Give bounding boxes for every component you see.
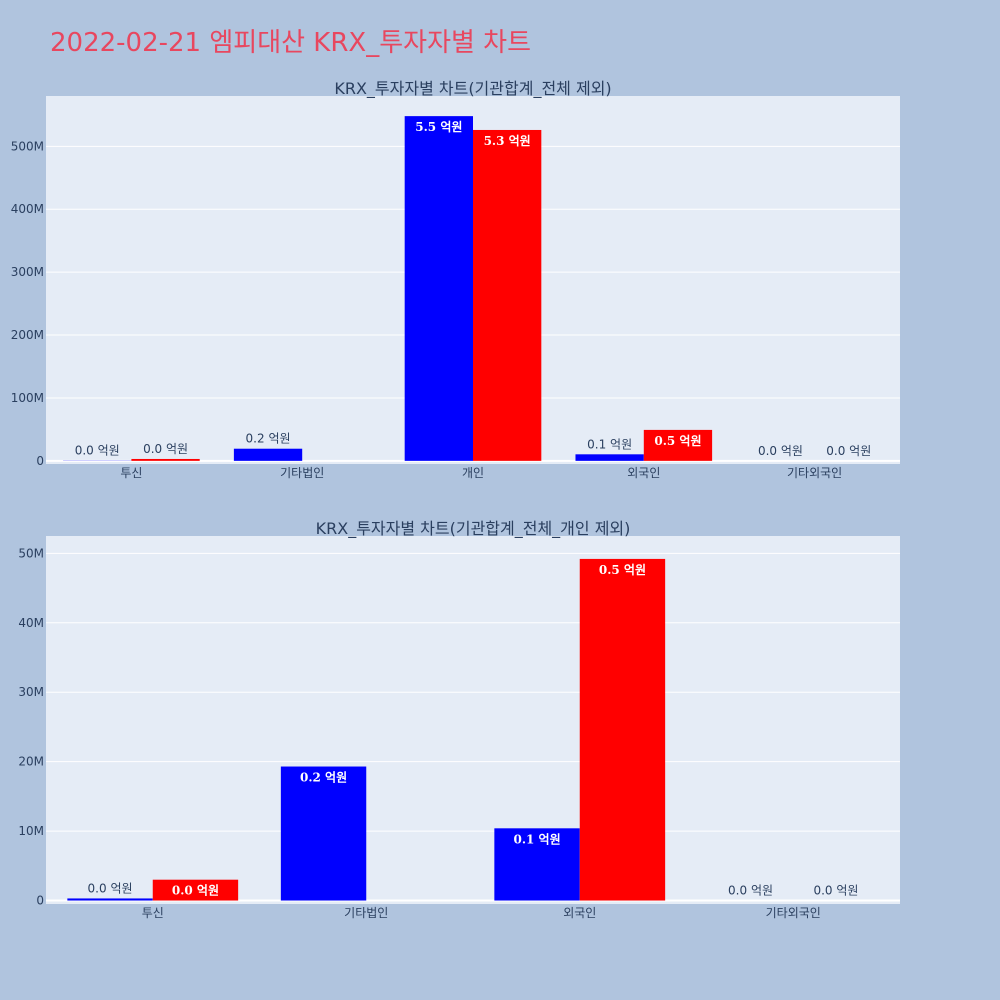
chart-1: 0 100M 200M 300M 400M 500M KRX_투자자별 차트(기관합계_전체…: [11, 79, 900, 480]
data-label: 0.0 억원: [758, 444, 803, 458]
plot-area: [46, 536, 900, 904]
x-tick-label: 투신: [120, 466, 142, 480]
x-tick-label: 개인: [462, 466, 484, 480]
data-label: 0.0 억원: [813, 884, 858, 898]
chart-2: 0 10M 20M 30M 40M 50M KRX_투자자별 차트(기관합계_전체_개인 제…: [18, 519, 900, 920]
data-label: 0.2 억원: [246, 432, 291, 446]
y-tick-label: 30M: [18, 685, 44, 699]
data-label: 0.5 억원: [599, 563, 646, 577]
bar: [575, 454, 644, 461]
bar: [233, 448, 303, 461]
y-tick-label: 40M: [18, 616, 44, 630]
data-label: 0.0 억원: [143, 442, 188, 456]
y-tick-label: 50M: [18, 546, 44, 560]
y-tick-label: 300M: [11, 265, 44, 279]
bar: [131, 458, 200, 461]
y-tick-label: 20M: [18, 755, 44, 769]
x-tick-label: 기타법인: [280, 466, 324, 480]
bar: [643, 429, 713, 461]
y-tick-label: 500M: [11, 139, 44, 153]
data-label: 0.0 억원: [172, 884, 219, 898]
data-label: 5.3 억원: [484, 134, 531, 148]
x-tick-label: 외국인: [563, 906, 596, 920]
bar: [152, 879, 239, 901]
y-tick-label: 10M: [18, 824, 44, 838]
bar: [280, 766, 367, 901]
data-label: 0.0 억원: [88, 881, 133, 895]
data-label: 0.1 억원: [513, 832, 560, 846]
data-label: 0.0 억원: [75, 444, 120, 458]
y-tick-label: 400M: [11, 202, 44, 216]
chart-title: KRX_투자자별 차트(기관합계_전체_개인 제외): [316, 519, 631, 539]
data-label: 0.0 억원: [728, 884, 773, 898]
data-label: 0.0 억원: [826, 444, 871, 458]
x-tick-label: 기타법인: [344, 906, 388, 920]
data-label: 0.5 억원: [654, 434, 701, 448]
chart-title: KRX_투자자별 차트(기관합계_전체 제외): [334, 79, 611, 99]
bar: [473, 129, 542, 461]
bar: [67, 898, 153, 901]
bar: [579, 558, 666, 901]
data-label: 0.1 억원: [587, 437, 632, 451]
x-tick-label: 기타외국인: [787, 466, 842, 480]
y-tick-label: 0: [36, 454, 44, 468]
bar: [494, 828, 580, 901]
y-tick-label: 0: [36, 894, 44, 908]
data-label: 5.5 억원: [415, 120, 462, 134]
x-tick-label: 투신: [142, 906, 164, 920]
page-title: 2022-02-21 엠피대산 KRX_투자자별 차트: [50, 28, 532, 58]
y-tick-label: 100M: [11, 391, 44, 405]
y-tick-label: 200M: [11, 328, 44, 342]
x-tick-label: 기타외국인: [766, 906, 821, 920]
x-tick-label: 외국인: [627, 466, 660, 480]
bar: [404, 116, 473, 461]
data-label: 0.2 억원: [300, 771, 347, 785]
